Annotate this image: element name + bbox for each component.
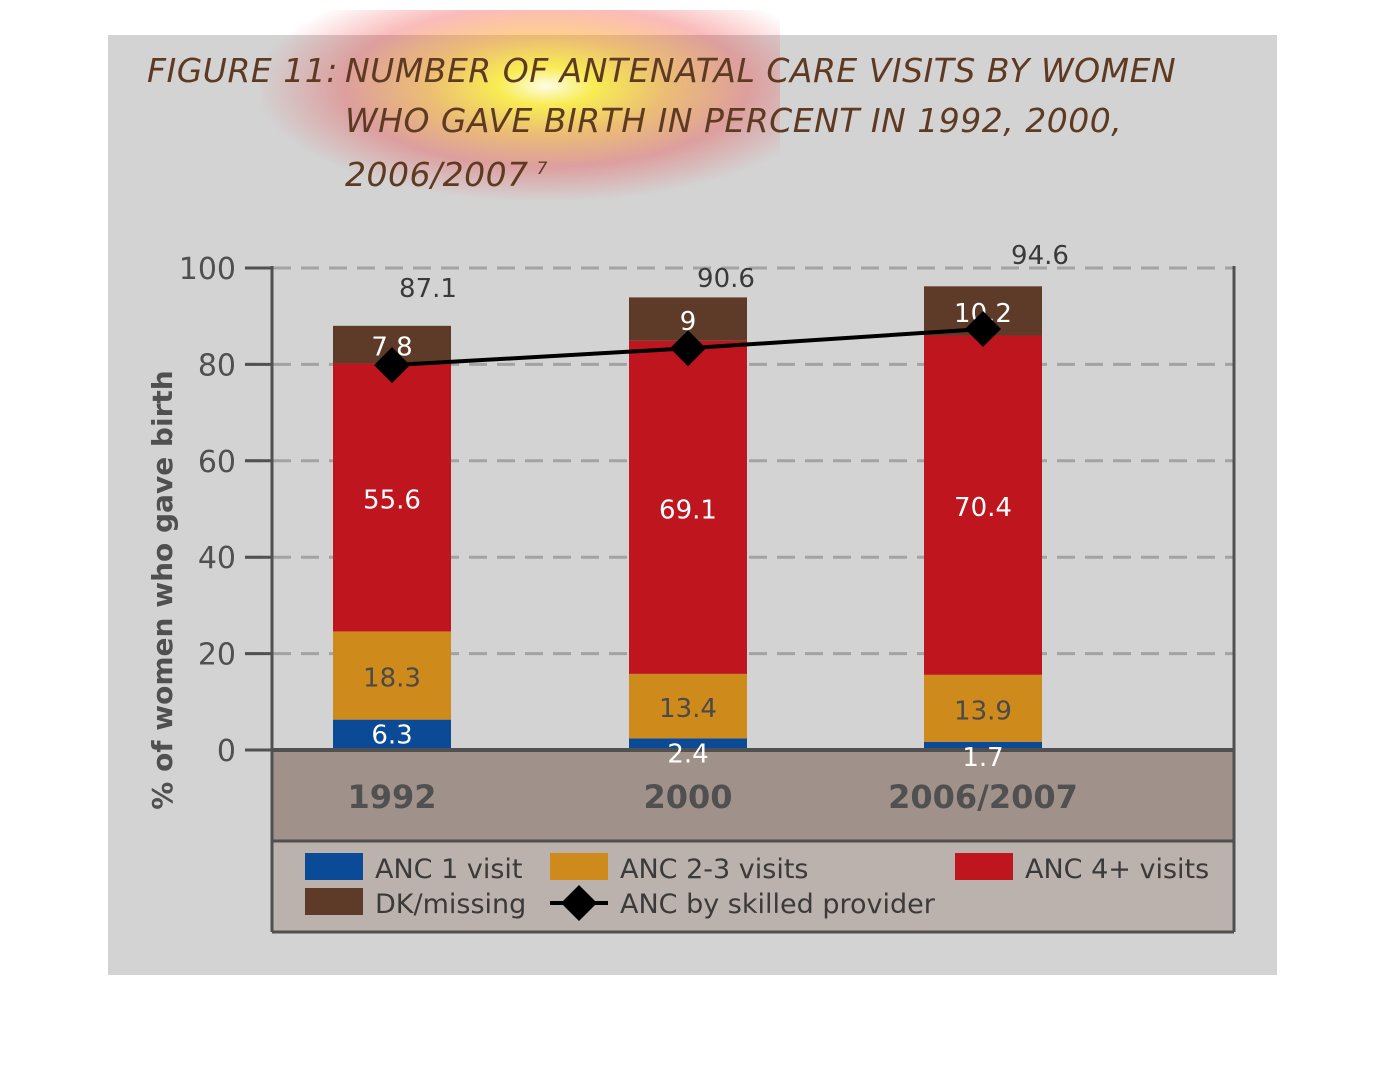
chart-title-years: 2006/2007 — [345, 155, 529, 194]
y-tick-label: 40 — [198, 541, 236, 576]
legend-swatch-anc4 — [955, 853, 1013, 880]
skilled-provider-marker — [670, 330, 706, 367]
skilled-provider-label: 87.1 — [399, 274, 457, 304]
anc-1-visit-bar — [924, 741, 1042, 750]
y-tick-label: 60 — [198, 445, 236, 480]
data-label-anc1: 1.7 — [962, 743, 1003, 773]
legend-label-line: ANC by skilled provider — [620, 889, 936, 920]
skilled-provider-marker — [374, 347, 410, 384]
legend-label-anc4: ANC 4+ visits — [1025, 854, 1209, 885]
legend-band — [272, 842, 1234, 932]
x-category-label: 2000 — [643, 778, 732, 816]
anc-2-3-visits-bar — [629, 673, 747, 739]
category-band — [272, 752, 1234, 840]
chart-title-line-2: WHO GAVE BIRTH IN PERCENT IN 1992, 2000, — [345, 101, 1123, 140]
data-label-anc4: 70.4 — [954, 493, 1012, 523]
anc-4plus-visits-bar — [333, 363, 451, 632]
legend-label-anc23: ANC 2-3 visits — [620, 854, 809, 885]
figure-label: FIGURE 11: — [147, 51, 338, 90]
chart-title-line-1: NUMBER OF ANTENATAL CARE VISITS BY WOMEN — [345, 51, 1177, 90]
x-category-label: 1992 — [347, 778, 436, 816]
skilled-provider-marker — [965, 311, 1001, 348]
legend-label-anc1: ANC 1 visit — [375, 854, 523, 885]
data-label-anc4: 55.6 — [363, 485, 421, 515]
anc-1-visit-bar — [629, 738, 747, 750]
anc-4plus-visits-bar — [924, 335, 1042, 675]
x-category-label: 2006/2007 — [888, 778, 1078, 816]
anc-2-3-visits-bar — [924, 674, 1042, 742]
skilled-provider-label: 94.6 — [1011, 241, 1069, 271]
anc-4plus-visits-bar — [629, 340, 747, 674]
data-label-anc23: 18.3 — [363, 664, 421, 694]
y-tick-label: 100 — [179, 252, 236, 287]
anc-1-visit-bar — [333, 719, 451, 750]
y-tick-label: 20 — [198, 638, 236, 673]
title-footnote-marker: 7 — [536, 159, 548, 179]
legend-swatch-dk — [305, 888, 363, 915]
data-label-anc23: 13.4 — [659, 694, 717, 724]
chart-title-line-3: 2006/2007 7 — [345, 155, 548, 194]
y-axis-label: % of women who gave birth — [146, 370, 179, 809]
legend-swatch-anc23 — [550, 853, 608, 880]
y-tick-label: 0 — [217, 734, 236, 769]
highlight-glow — [260, 10, 780, 200]
legend-diamond-marker — [561, 885, 597, 921]
legend-swatch-anc1 — [305, 853, 363, 880]
anc-2-3-visits-bar — [333, 631, 451, 720]
y-tick-label: 80 — [198, 348, 236, 383]
data-label-anc1: 6.3 — [371, 721, 412, 751]
skilled-provider-label: 90.6 — [697, 264, 755, 294]
data-label-anc23: 13.9 — [954, 696, 1012, 726]
data-label-anc4: 69.1 — [659, 495, 717, 525]
data-label-anc1: 2.4 — [667, 739, 708, 769]
legend-label-dk: DK/missing — [375, 889, 526, 920]
data-label-dk: 9 — [680, 307, 697, 337]
